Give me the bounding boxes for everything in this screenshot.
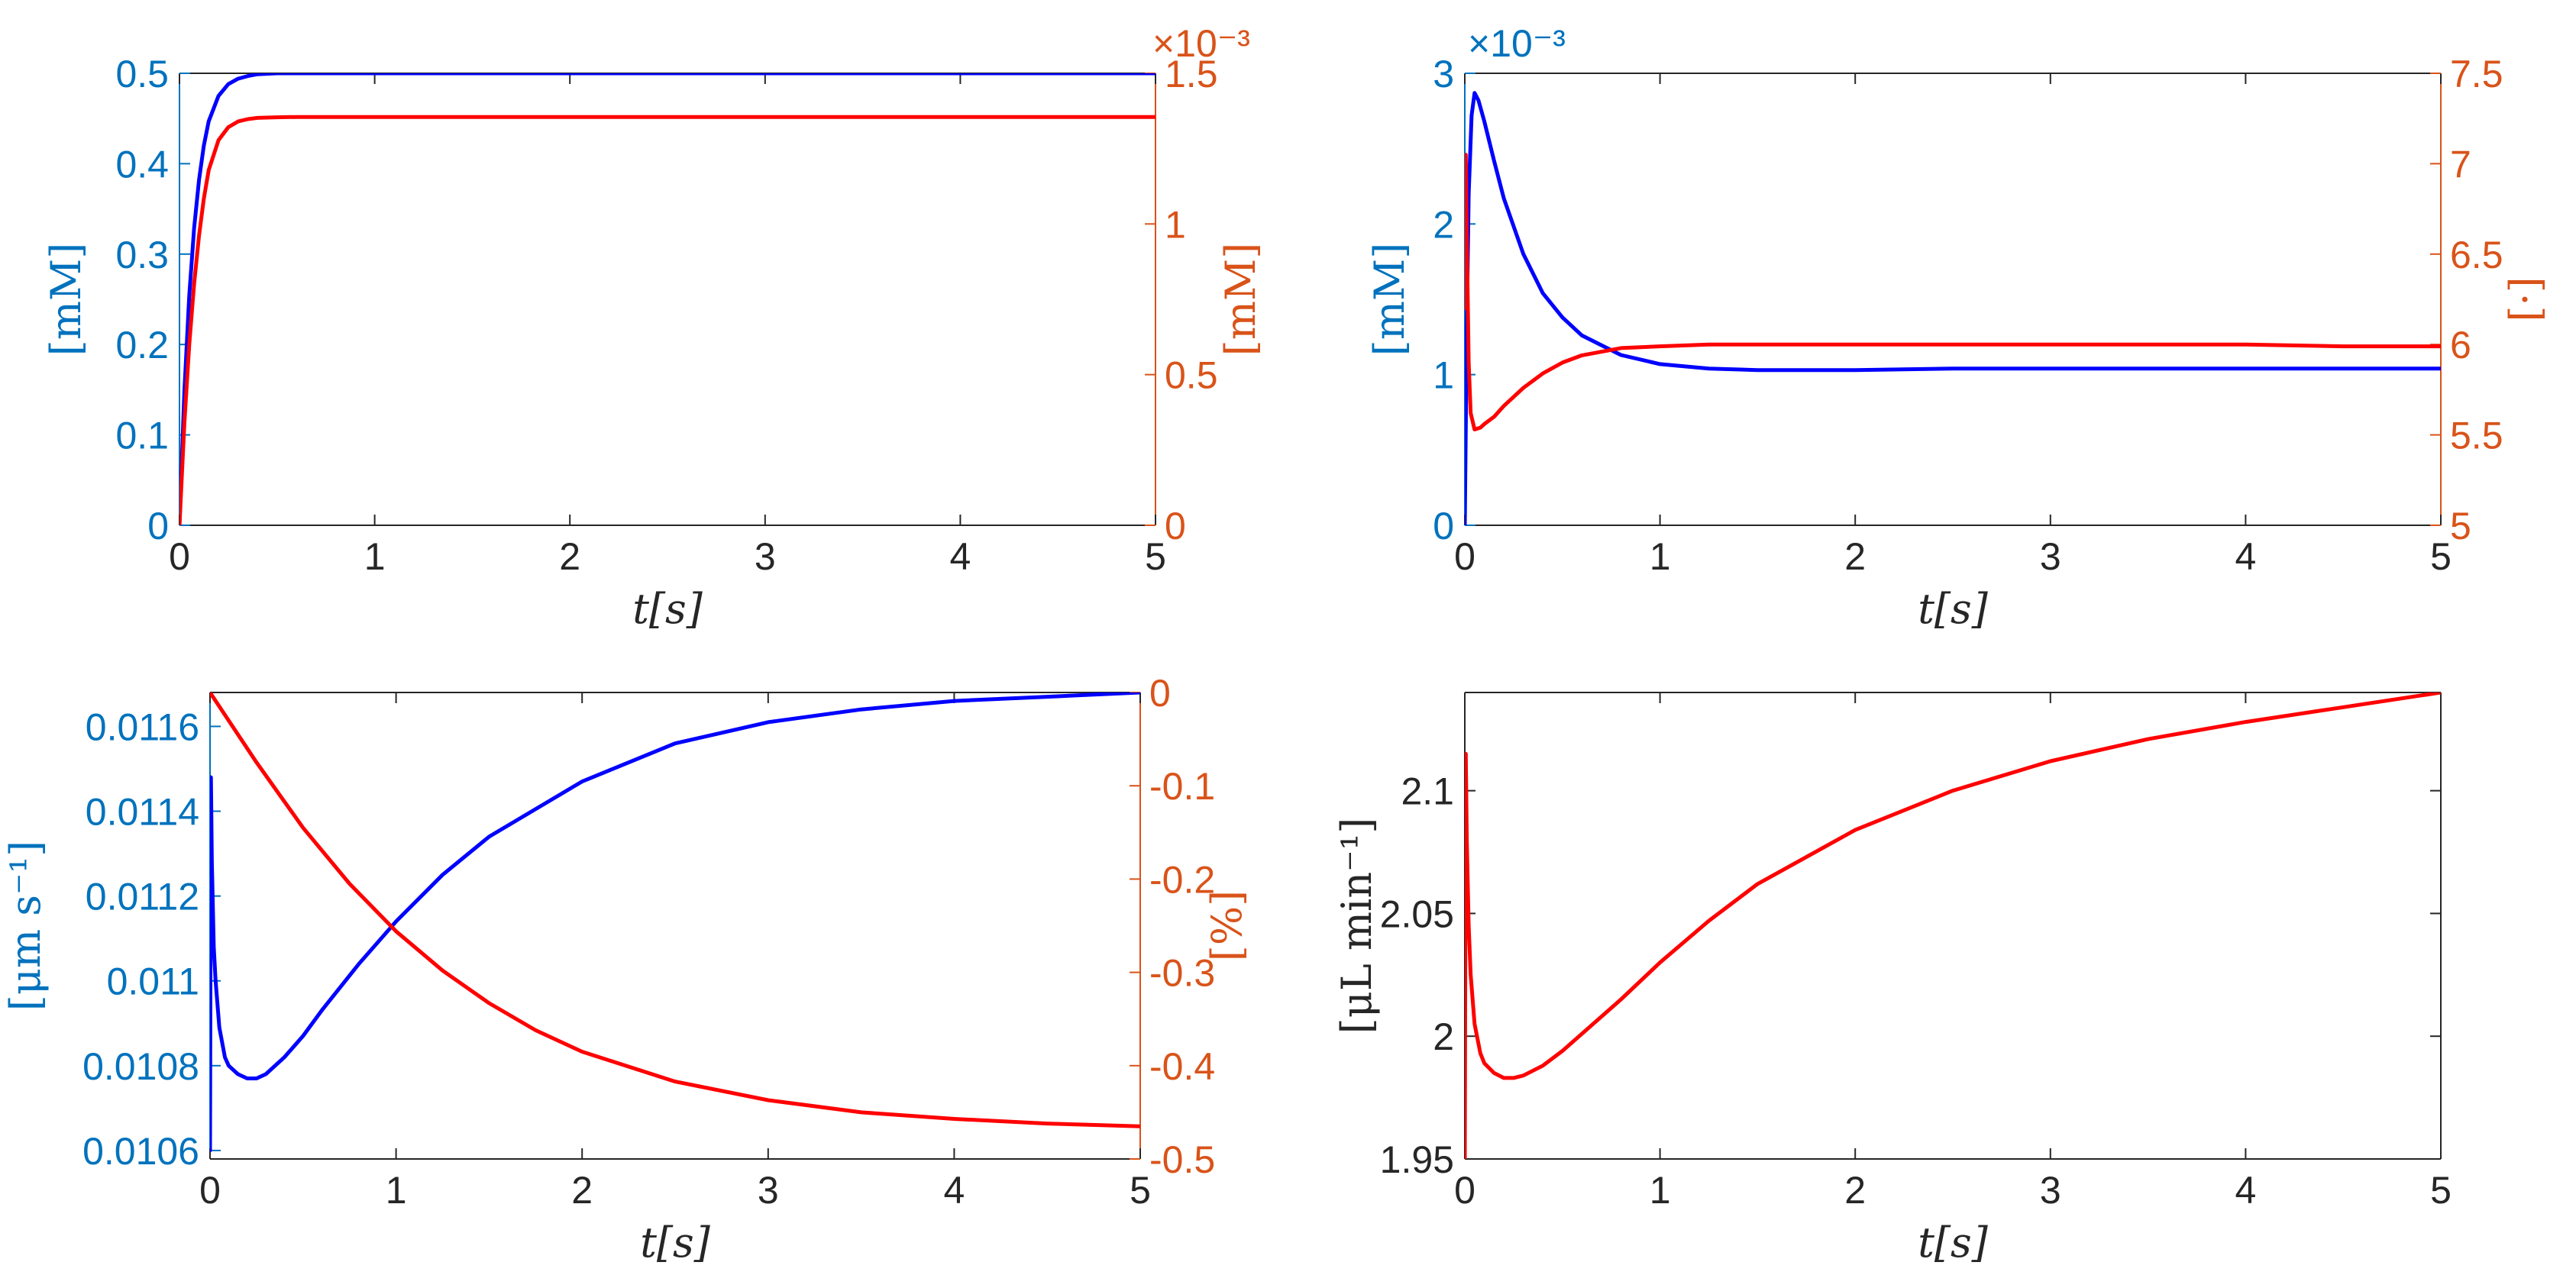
right-y-tick-label: 0: [1149, 672, 1171, 715]
left-y-tick-label: 0.0108: [82, 1045, 199, 1088]
subplot-bottom-right: 0 1 2 3 4 5 t[s] 1.95 2 2.05 2.1 [μL min⁻¹]: [1333, 692, 2452, 1267]
left-y-tick-label: 0: [1433, 505, 1454, 547]
x-tick-label: 1: [386, 1169, 407, 1212]
x-tick-label: 0: [199, 1169, 221, 1212]
right-y-tick-label: 0: [1165, 505, 1186, 547]
subplot-bottom-left: 0 1 2 3 4 5 t[s] 0.0106 0.0108 0.011 0.0112 0.0114 0…: [2, 672, 1251, 1267]
series-line-red: [210, 692, 1140, 1128]
series-line-blue: [1465, 91, 2441, 525]
right-y-axis-label: [%]: [1203, 890, 1251, 961]
left-y-axis-label: [μm s⁻¹]: [2, 841, 50, 1011]
left-y-tick-label: 1.95: [1380, 1138, 1454, 1181]
left-y-tick-label: 0.2: [115, 324, 169, 366]
left-y-tick-label: 0.0116: [86, 705, 199, 748]
x-axis-label: t[s]: [640, 1219, 710, 1267]
right-y-axis-label: [·]: [2501, 276, 2549, 321]
left-y-tick-label: 2.05: [1380, 893, 1454, 935]
left-y-tick-label: 2: [1433, 203, 1454, 246]
x-tick-label: 2: [559, 535, 580, 578]
x-tick-label: 4: [2235, 535, 2256, 578]
x-tick-label: 4: [2235, 1169, 2256, 1212]
x-axis-label: t[s]: [1918, 1219, 1988, 1267]
subplot-top-right: 0 1 2 3 4 5 t[s] 0 1 2 3 ×10⁻³ [mM] 5 5.5 6 6.5 7 7.5 [·]: [1366, 22, 2549, 633]
x-tick-label: 3: [2040, 1169, 2061, 1212]
x-tick-label: 2: [571, 1169, 593, 1212]
left-y-axis-label: [mM]: [1366, 243, 1414, 357]
right-y-tick-label: 1.5: [1165, 53, 1218, 95]
right-y-exponent: ×10⁻³: [1152, 22, 1250, 65]
left-y-exponent: ×10⁻³: [1468, 22, 1566, 65]
x-tick-label: 4: [943, 1169, 965, 1212]
x-tick-label: 5: [1145, 535, 1166, 578]
right-y-tick-label: 5: [2450, 505, 2471, 547]
right-y-tick-label: -0.2: [1149, 858, 1215, 901]
right-y-tick-label: 7.5: [2450, 53, 2503, 95]
left-y-tick-label: 0.0112: [86, 876, 199, 918]
x-tick-label: 3: [2040, 535, 2061, 578]
left-y-tick-label: 0.0114: [86, 791, 199, 834]
left-y-tick-label: 0.011: [107, 960, 199, 1003]
left-y-tick-label: 0.5: [115, 53, 169, 95]
x-tick-label: 3: [758, 1169, 779, 1212]
left-y-tick-label: 0: [147, 505, 169, 547]
x-tick-label: 0: [1454, 1169, 1475, 1212]
right-y-tick-label: 7: [2450, 143, 2471, 186]
x-tick-label: 5: [2430, 535, 2452, 578]
left-y-axis-label: [mM]: [42, 243, 90, 357]
x-axis-label: t[s]: [632, 585, 703, 633]
series-line-red: [1465, 153, 2441, 431]
left-y-tick-label: 0.1: [115, 415, 169, 457]
x-tick-label: 3: [755, 535, 776, 578]
series-line-red: [1465, 692, 2441, 1159]
right-y-tick-label: 6: [2450, 324, 2471, 366]
x-tick-label: 2: [1844, 535, 1866, 578]
x-tick-label: 5: [1130, 1169, 1151, 1212]
x-axis-label: t[s]: [1918, 585, 1988, 633]
left-y-tick-label: 2.1: [1401, 770, 1454, 813]
x-tick-label: 5: [2430, 1169, 2452, 1212]
left-y-tick-label: 1: [1433, 354, 1454, 397]
x-tick-label: 1: [1650, 1169, 1671, 1212]
left-y-axis-label: [μL min⁻¹]: [1333, 818, 1381, 1035]
x-tick-label: 4: [949, 535, 971, 578]
left-y-tick-label: 2: [1433, 1015, 1454, 1058]
right-y-tick-label: -0.1: [1149, 765, 1215, 808]
left-y-tick-label: 0.0106: [82, 1130, 199, 1173]
right-y-axis-label: [mM]: [1217, 243, 1265, 357]
right-y-tick-label: 1: [1165, 203, 1186, 246]
left-y-tick-label: 0.4: [115, 143, 169, 186]
series-line-red: [179, 115, 1155, 525]
x-tick-label: 1: [1650, 535, 1671, 578]
right-y-tick-label: 0.5: [1165, 354, 1218, 397]
x-tick-label: 0: [1454, 535, 1475, 578]
x-tick-label: 0: [169, 535, 190, 578]
x-tick-label: 1: [364, 535, 386, 578]
left-y-tick-label: 3: [1433, 53, 1454, 95]
series-line-blue: [179, 73, 1155, 525]
right-y-tick-label: -0.5: [1149, 1138, 1215, 1181]
right-y-tick-label: -0.3: [1149, 952, 1215, 995]
subplot-top-left: 0 1 2 3 4 5t[s]00.10.20.30.40.5[mM]00.511.5×1…: [42, 22, 1265, 633]
series-line-blue: [210, 692, 1140, 1153]
x-tick-label: 2: [1844, 1169, 1866, 1212]
right-y-tick-label: -0.4: [1149, 1045, 1215, 1088]
right-y-tick-label: 5.5: [2450, 415, 2503, 457]
left-y-tick-label: 0.3: [115, 234, 169, 276]
right-y-tick-label: 6.5: [2450, 234, 2503, 276]
